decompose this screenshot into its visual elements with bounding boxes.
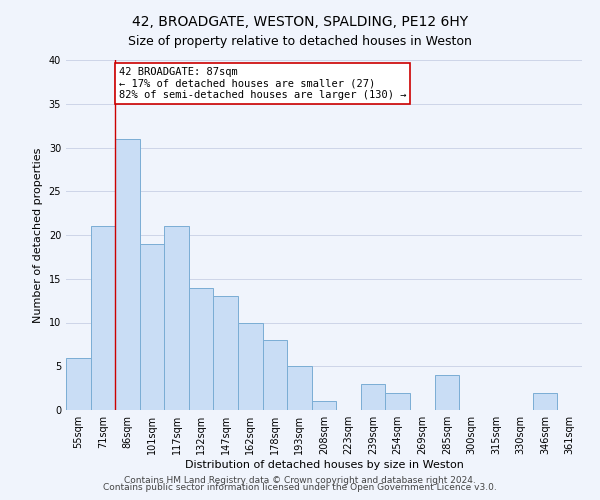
Bar: [287, 366, 312, 410]
Text: Size of property relative to detached houses in Weston: Size of property relative to detached ho…: [128, 35, 472, 48]
Bar: [312, 401, 336, 410]
Bar: [164, 226, 189, 410]
Text: 42 BROADGATE: 87sqm
← 17% of detached houses are smaller (27)
82% of semi-detach: 42 BROADGATE: 87sqm ← 17% of detached ho…: [119, 67, 406, 100]
Bar: [263, 340, 287, 410]
Bar: [385, 392, 410, 410]
Bar: [238, 322, 263, 410]
Bar: [91, 226, 115, 410]
X-axis label: Distribution of detached houses by size in Weston: Distribution of detached houses by size …: [185, 460, 463, 470]
Bar: [66, 358, 91, 410]
Bar: [189, 288, 214, 410]
Text: 42, BROADGATE, WESTON, SPALDING, PE12 6HY: 42, BROADGATE, WESTON, SPALDING, PE12 6H…: [132, 15, 468, 29]
Bar: [533, 392, 557, 410]
Bar: [361, 384, 385, 410]
Bar: [434, 375, 459, 410]
Bar: [140, 244, 164, 410]
Y-axis label: Number of detached properties: Number of detached properties: [33, 148, 43, 322]
Text: Contains public sector information licensed under the Open Government Licence v3: Contains public sector information licen…: [103, 484, 497, 492]
Bar: [115, 138, 140, 410]
Bar: [214, 296, 238, 410]
Text: Contains HM Land Registry data © Crown copyright and database right 2024.: Contains HM Land Registry data © Crown c…: [124, 476, 476, 485]
